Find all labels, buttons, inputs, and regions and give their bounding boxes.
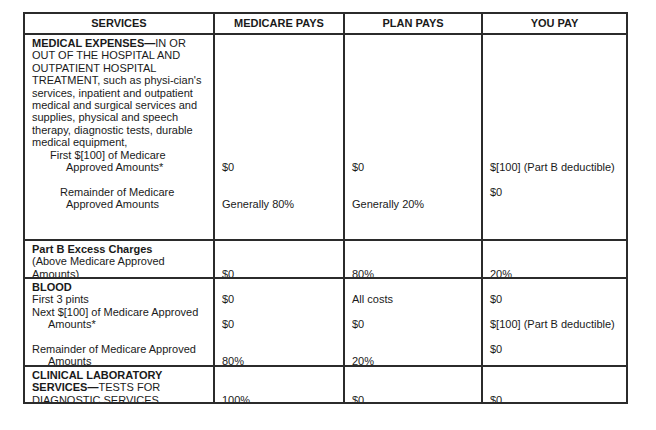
clinical-laboratory-you-value: $0 [490, 394, 622, 402]
medical-expenses-desc-line: medical and surgical services and [32, 99, 209, 111]
remainder-medicare-value: Generally 80% [222, 198, 339, 210]
medical-expenses-desc-line: services, inpatient and outpatient [32, 87, 209, 99]
clinical-laboratory-plan-value: $0 [352, 394, 477, 402]
blood-next-amount-label: Amounts* [32, 318, 209, 330]
blood-title: BLOOD [32, 281, 209, 293]
clinical-laboratory-title-bold: SERVICES— [32, 381, 98, 393]
clinical-laboratory-title-rest: TESTS FOR [98, 381, 160, 393]
part-b-excess-subtitle: Amounts) [32, 268, 209, 277]
part-b-excess-medicare-value: $0 [222, 268, 339, 277]
section-blood: BLOOD First 3 pints Next $[100] of Medic… [25, 279, 626, 367]
medical-expenses-desc-line: therapy, diagnostic tests, durable [32, 124, 209, 136]
clinical-laboratory-title: DIAGNOSTIC SERVICES [32, 394, 209, 402]
blood-remainder-medicare-value: 80% [222, 355, 339, 365]
medical-expenses-you-pay-cell: $[100] (Part B deductible) $0 [483, 35, 626, 239]
clinical-laboratory-title: SERVICES—TESTS FOR [32, 381, 209, 393]
clinical-laboratory-medicare-value: 100% [222, 394, 339, 402]
remainder-plan-value: Generally 20% [352, 198, 477, 210]
part-b-excess-plan-pays-cell: 80% [345, 241, 483, 277]
blood-first-pints-you-value: $0 [490, 293, 622, 305]
medical-expenses-desc-line: medical equipment, [32, 136, 209, 148]
blood-you-pay-cell: $0 $[100] (Part B deductible) $0 [483, 279, 626, 365]
medical-expenses-services-cell: MEDICAL EXPENSES—IN OR OUT OF THE HOSPIT… [25, 35, 215, 239]
blood-remainder-you-value: $0 [490, 343, 622, 355]
part-b-excess-subtitle: (Above Medicare Approved [32, 255, 209, 267]
clinical-laboratory-you-pay-cell: $0 [483, 367, 626, 402]
medical-expenses-title-rest: IN OR [155, 37, 186, 49]
medicare-benefits-document-page: SERVICES MEDICARE PAYS PLAN PAYS YOU PAY… [0, 0, 656, 430]
blood-services-cell: BLOOD First 3 pints Next $[100] of Medic… [25, 279, 215, 365]
section-part-b-excess-charges: Part B Excess Charges (Above Medicare Ap… [25, 241, 626, 279]
medicare-benefits-table: SERVICES MEDICARE PAYS PLAN PAYS YOU PAY… [23, 12, 628, 404]
medical-expenses-desc-line: supplies, physical and speech [32, 111, 209, 123]
blood-medicare-pays-cell: $0 $0 80% [215, 279, 345, 365]
part-b-excess-plan-value: 80% [352, 268, 477, 277]
first-amount-label: Approved Amounts* [32, 161, 209, 173]
blood-next-amount-label: Next $[100] of Medicare Approved [32, 306, 209, 318]
blood-next-amount-plan-value: $0 [352, 318, 477, 330]
remainder-label: Approved Amounts [32, 198, 209, 210]
first-amount-plan-value: $0 [352, 161, 477, 173]
medical-expenses-desc-line: OUTPATIENT HOSPITAL [32, 62, 209, 74]
column-header-medicare-pays: MEDICARE PAYS [215, 14, 345, 33]
part-b-excess-services-cell: Part B Excess Charges (Above Medicare Ap… [25, 241, 215, 277]
blood-next-amount-medicare-value: $0 [222, 318, 339, 330]
remainder-you-value: $0 [490, 186, 622, 198]
column-header-services: SERVICES [25, 14, 215, 33]
blood-first-pints-label: First 3 pints [32, 293, 209, 305]
first-amount-medicare-value: $0 [222, 161, 339, 173]
column-header-plan-pays: PLAN PAYS [345, 14, 483, 33]
column-header-you-pay: YOU PAY [483, 14, 626, 33]
blood-next-amount-you-value: $[100] (Part B deductible) [490, 318, 622, 330]
medical-expenses-medicare-pays-cell: $0 Generally 80% [215, 35, 345, 239]
medical-expenses-title-line: MEDICAL EXPENSES—IN OR [32, 37, 209, 49]
part-b-excess-title: Part B Excess Charges [32, 243, 209, 255]
part-b-excess-medicare-pays-cell: $0 [215, 241, 345, 277]
first-amount-you-value: $[100] (Part B deductible) [490, 161, 622, 173]
clinical-laboratory-services-cell: CLINICAL LABORATORY SERVICES—TESTS FOR D… [25, 367, 215, 402]
blood-first-pints-medicare-value: $0 [222, 293, 339, 305]
blood-first-pints-plan-value: All costs [352, 293, 477, 305]
blood-remainder-plan-value: 20% [352, 355, 477, 365]
section-clinical-laboratory: CLINICAL LABORATORY SERVICES—TESTS FOR D… [25, 367, 626, 402]
part-b-excess-you-pay-cell: 20% [483, 241, 626, 277]
medical-expenses-desc-line: OUT OF THE HOSPITAL AND [32, 49, 209, 61]
first-amount-label: First $[100] of Medicare [32, 149, 209, 161]
blood-plan-pays-cell: All costs $0 20% [345, 279, 483, 365]
section-medical-expenses: MEDICAL EXPENSES—IN OR OUT OF THE HOSPIT… [25, 35, 626, 241]
part-b-excess-you-value: 20% [490, 268, 622, 277]
medical-expenses-desc-line: TREATMENT, such as physi-cian's [32, 74, 209, 86]
remainder-label: Remainder of Medicare [32, 186, 209, 198]
blood-remainder-label: Remainder of Medicare Approved [32, 343, 209, 355]
medical-expenses-plan-pays-cell: $0 Generally 20% [345, 35, 483, 239]
clinical-laboratory-plan-pays-cell: $0 [345, 367, 483, 402]
clinical-laboratory-medicare-pays-cell: 100% [215, 367, 345, 402]
medical-expenses-title-bold: MEDICAL EXPENSES— [32, 37, 155, 49]
table-header-row: SERVICES MEDICARE PAYS PLAN PAYS YOU PAY [25, 14, 626, 35]
blood-remainder-label: Amounts [32, 355, 209, 365]
clinical-laboratory-title: CLINICAL LABORATORY [32, 369, 209, 381]
